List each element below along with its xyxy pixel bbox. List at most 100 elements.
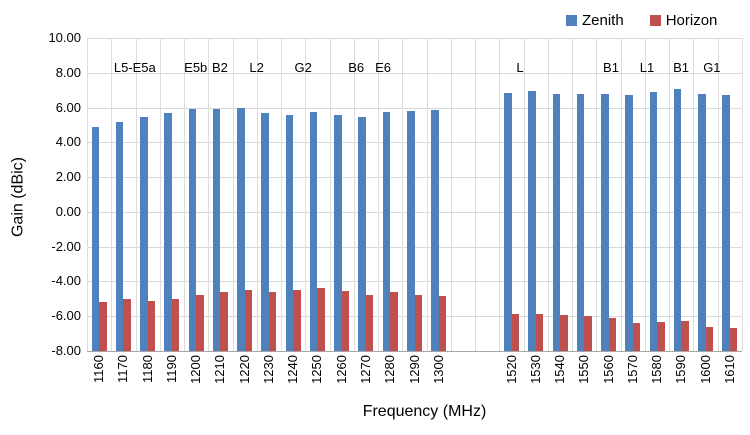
horizon-bar-1530	[535, 314, 544, 351]
x-tick-label: 1230	[260, 355, 276, 384]
h-gridline	[87, 177, 742, 179]
v-gridline	[256, 38, 258, 351]
y-tick-label: -6.00	[51, 308, 81, 324]
zenith-bar-1220	[237, 107, 245, 351]
x-tick-label: 1280	[382, 355, 398, 384]
h-gridline	[87, 107, 742, 109]
band-label-l: L	[516, 60, 524, 75]
x-tick-label: 1530	[527, 355, 543, 384]
band-label-l1: L1	[639, 60, 655, 75]
horizon-bar-1250	[317, 288, 325, 351]
v-gridline	[596, 38, 598, 351]
horizon-bar-1290	[414, 294, 422, 351]
zenith-bar-1580	[649, 91, 658, 351]
x-tick-label: 1200	[188, 355, 204, 384]
h-gridline	[87, 211, 742, 213]
band-label-b1: B1	[673, 60, 690, 75]
v-gridline	[402, 38, 404, 351]
legend-swatch-zenith	[566, 15, 577, 26]
v-gridline	[620, 38, 622, 351]
horizon-bar-1230	[268, 291, 277, 351]
v-gridline	[208, 38, 210, 351]
horizon-bar-1520	[511, 314, 520, 351]
h-gridline	[87, 72, 742, 74]
x-tick-label: 1210	[212, 355, 228, 384]
v-gridline	[184, 38, 186, 351]
x-tick-label: 1160	[91, 355, 107, 383]
x-tick-label: 1290	[406, 355, 422, 384]
v-gridline	[523, 38, 525, 351]
zenith-bar-1230	[261, 112, 269, 351]
horizon-bar-1190	[171, 298, 180, 351]
h-gridline	[87, 246, 742, 248]
v-gridline	[111, 38, 113, 351]
v-gridline	[693, 38, 695, 351]
x-tick-label: 1580	[649, 355, 665, 384]
horizon-bar-1220	[244, 290, 253, 351]
x-tick-label: 1170	[115, 355, 131, 383]
x-tick-label: 1270	[357, 355, 373, 384]
h-gridline	[87, 38, 742, 39]
horizon-bar-1540	[560, 315, 568, 351]
y-tick-label: -4.00	[51, 273, 81, 289]
v-gridline	[305, 38, 307, 351]
zenith-bar-1200	[188, 109, 197, 351]
band-label-l5-e5a: L5-E5a	[113, 60, 156, 75]
horizon-bar-1600	[705, 326, 714, 351]
band-label-g2: G2	[294, 60, 312, 75]
horizon-bar-1170	[123, 298, 131, 351]
legend-item-zenith: Zenith	[566, 12, 624, 29]
zenith-bar-1590	[673, 89, 682, 351]
horizon-bar-1550	[584, 316, 592, 351]
y-tick-label: 2.00	[55, 169, 81, 185]
x-tick-label: 1240	[285, 355, 301, 384]
x-tick-label: 1570	[624, 355, 640, 384]
v-gridline	[572, 38, 574, 351]
zenith-bar-1610	[722, 95, 730, 351]
legend: Zenith Horizon	[566, 12, 717, 29]
y-tick-label: 6.00	[55, 99, 81, 115]
horizon-bar-1300	[438, 296, 447, 351]
zenith-bar-1160	[91, 126, 100, 351]
horizon-bar-1260	[341, 291, 350, 351]
y-tick-label: 0.00	[55, 203, 81, 219]
band-label-l2: L2	[249, 60, 264, 75]
band-label-g1: G1	[703, 60, 721, 75]
x-tick-label: 1550	[576, 355, 592, 384]
x-tick-label: 1190	[163, 355, 179, 383]
v-gridline	[426, 38, 428, 351]
legend-swatch-horizon	[649, 15, 661, 26]
x-axis-title: Frequency (MHz)	[362, 403, 487, 420]
v-gridline	[547, 38, 549, 351]
zenith-bar-1270	[358, 117, 366, 351]
v-gridline	[232, 38, 234, 351]
v-gridline	[499, 38, 501, 351]
v-gridline	[644, 38, 646, 351]
horizon-bar-1180	[147, 300, 156, 351]
horizon-bar-1200	[196, 294, 204, 351]
plot-area: L5-E5a E5b B2 L2 G2 B6 E6 L B1 L1 B1 G1	[87, 38, 743, 352]
horizon-bar-1160	[99, 302, 107, 351]
zenith-bar-1520	[504, 92, 512, 351]
band-label-b1: B1	[603, 60, 619, 75]
x-tick-label: 1250	[309, 355, 325, 384]
band-label-b2: B2	[212, 60, 228, 75]
v-gridline	[717, 38, 719, 351]
zenith-bar-1250	[309, 111, 318, 351]
zenith-bar-1280	[382, 111, 391, 351]
y-tick-label: 4.00	[55, 134, 81, 150]
v-gridline	[669, 38, 671, 351]
zenith-bar-1260	[334, 115, 342, 351]
zenith-bar-1210	[212, 109, 221, 351]
legend-item-horizon: Horizon	[649, 12, 717, 29]
zenith-bar-1290	[407, 111, 415, 351]
y-tick-label: 8.00	[55, 64, 81, 80]
v-gridline	[378, 38, 380, 351]
horizon-bar-1610	[729, 328, 738, 351]
x-tick-label: 1300	[430, 355, 446, 384]
h-gridline	[87, 142, 742, 144]
x-tick-label: 1600	[697, 355, 713, 384]
y-tick-label: -8.00	[51, 343, 81, 358]
horizon-bar-1240	[293, 290, 301, 351]
